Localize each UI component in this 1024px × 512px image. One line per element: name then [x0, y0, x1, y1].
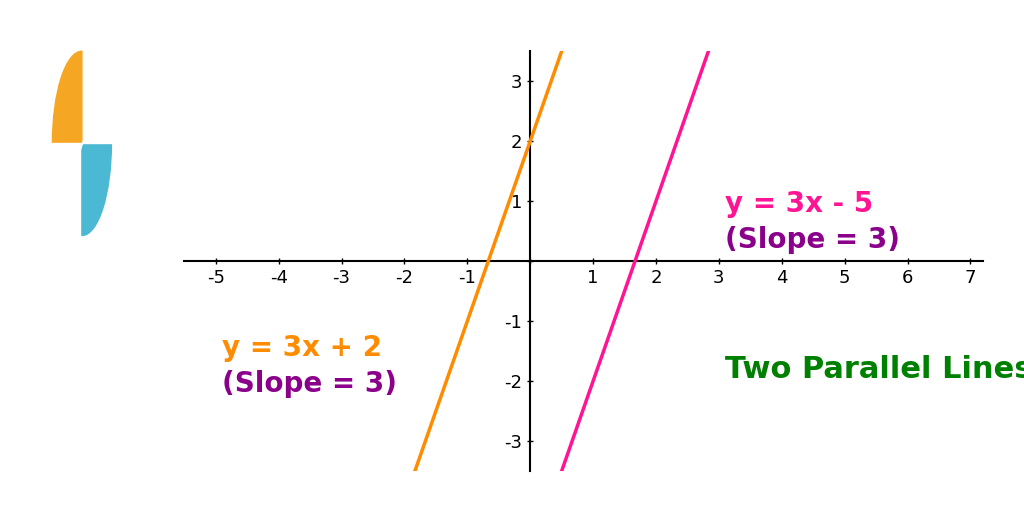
- Text: STORY OF MATHEMATICS: STORY OF MATHEMATICS: [43, 315, 121, 320]
- Text: (Slope = 3): (Slope = 3): [725, 226, 900, 254]
- Text: y = 3x - 5: y = 3x - 5: [725, 190, 873, 218]
- Text: (Slope = 3): (Slope = 3): [222, 370, 397, 398]
- Text: SOM: SOM: [57, 257, 106, 276]
- Text: Two Parallel Lines: Two Parallel Lines: [725, 355, 1024, 383]
- Text: y = 3x + 2: y = 3x + 2: [222, 334, 382, 362]
- Wedge shape: [52, 51, 82, 143]
- Polygon shape: [82, 51, 112, 143]
- Wedge shape: [82, 143, 112, 236]
- Polygon shape: [52, 143, 82, 236]
- Polygon shape: [52, 51, 112, 236]
